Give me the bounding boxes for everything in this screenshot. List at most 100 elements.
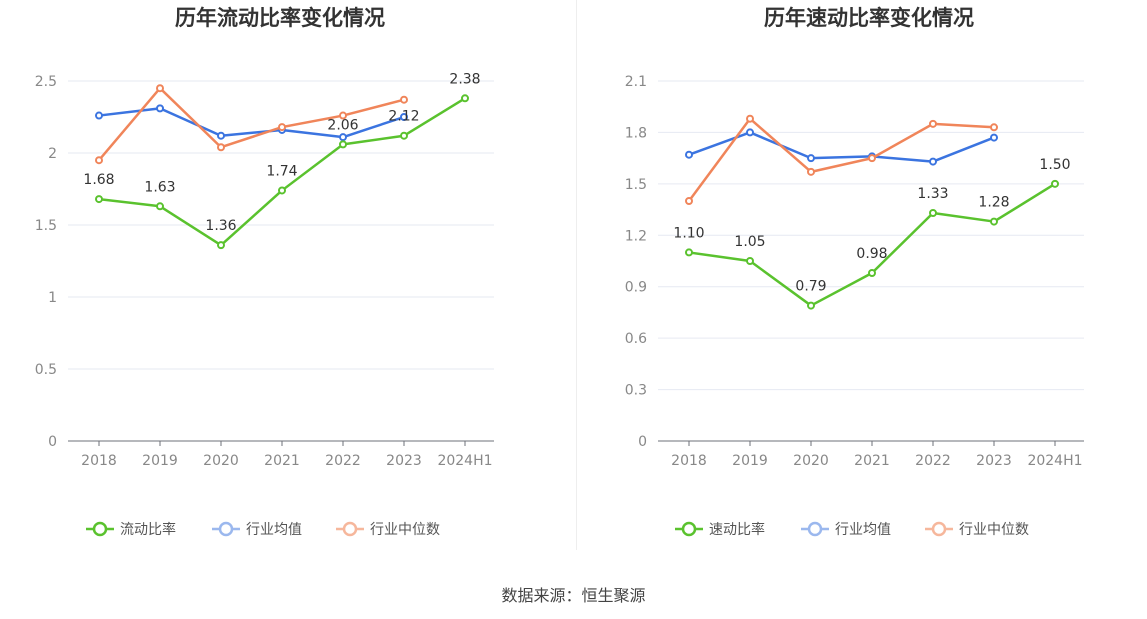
y-tick-label: 1.5 <box>625 177 647 193</box>
legend-label: 行业均值 <box>835 522 891 538</box>
legend-item[interactable]: 行业中位数 <box>925 521 1029 538</box>
data-point[interactable] <box>217 143 225 152</box>
data-point[interactable] <box>278 186 286 195</box>
data-point[interactable] <box>400 95 408 104</box>
data-point[interactable] <box>746 128 754 137</box>
y-tick-label: 1.5 <box>35 218 57 234</box>
data-label: 1.74 <box>266 163 297 179</box>
y-tick-label: 0.3 <box>625 383 647 399</box>
x-tick-label: 2022 <box>325 453 361 469</box>
data-point[interactable] <box>929 157 937 166</box>
x-tick-label: 2021 <box>854 453 890 469</box>
data-point[interactable] <box>990 133 998 142</box>
y-tick-label: 1.2 <box>625 228 647 244</box>
y-tick-label: 0.5 <box>35 362 57 378</box>
x-tick-label: 2019 <box>142 453 178 469</box>
data-label: 1.10 <box>673 225 704 241</box>
data-point[interactable] <box>95 111 103 120</box>
legend-item[interactable]: 流动比率 <box>86 521 176 538</box>
data-label: 1.28 <box>978 195 1009 211</box>
data-point[interactable] <box>746 257 754 265</box>
data-point[interactable] <box>868 154 876 163</box>
data-point[interactable] <box>746 114 754 123</box>
series-line-industry-average <box>98 107 405 139</box>
x-tick-label: 2019 <box>732 453 768 469</box>
y-tick-label: 2 <box>48 146 57 162</box>
quick-ratio-chart: 历年速动比率变化情况 0 0.3 0.6 0.9 1.2 1.5 1.8 2.1 2018 2019… <box>625 6 1084 538</box>
y-tick-label: 1 <box>48 290 57 306</box>
data-point[interactable] <box>868 269 876 277</box>
data-label: 1.33 <box>917 186 948 202</box>
data-point[interactable] <box>807 301 815 310</box>
data-label: 1.50 <box>1039 157 1070 173</box>
current-ratio-chart: 历年流动比率变化情况 0 0.5 1 1.5 2 2.5 2018 2019 2020 2021 20… <box>35 6 494 538</box>
legend-label: 行业中位数 <box>959 522 1029 538</box>
legend-item[interactable]: 行业均值 <box>801 521 891 538</box>
data-point[interactable] <box>461 94 469 103</box>
legend-marker <box>218 521 234 537</box>
x-tick-label: 2021 <box>264 453 300 469</box>
legend-label: 速动比率 <box>709 521 765 538</box>
y-tick-label: 0 <box>638 434 647 450</box>
series-line-industry-median <box>98 86 405 162</box>
x-tick-label: 2020 <box>793 453 829 469</box>
data-label: 1.05 <box>734 234 765 250</box>
data-point[interactable] <box>929 119 937 128</box>
chart-divider <box>576 0 577 550</box>
x-tick-label: 2024H1 <box>437 453 492 469</box>
legend-marker <box>931 521 947 537</box>
data-label: 2.06 <box>327 117 358 133</box>
legend-label: 行业中位数 <box>370 522 440 538</box>
series-line-industry-average <box>688 131 995 163</box>
data-point[interactable] <box>990 217 998 226</box>
data-point[interactable] <box>339 133 347 142</box>
x-tick-label: 2018 <box>671 453 707 469</box>
x-tick-label: 2024H1 <box>1027 453 1082 469</box>
legend-label: 行业均值 <box>246 522 302 538</box>
legend-marker <box>92 521 108 537</box>
data-point[interactable] <box>990 123 998 132</box>
legend-item[interactable]: 行业中位数 <box>336 521 440 538</box>
legend-item[interactable]: 行业均值 <box>212 521 302 538</box>
data-point[interactable] <box>685 248 693 257</box>
chart-title: 历年流动比率变化情况 <box>175 6 385 30</box>
x-tick-label: 2022 <box>915 453 951 469</box>
data-point[interactable] <box>217 131 225 140</box>
data-label: 2.38 <box>449 71 480 87</box>
x-tick-label: 2018 <box>81 453 117 469</box>
y-tick-label: 0 <box>48 434 57 450</box>
data-point[interactable] <box>400 131 408 140</box>
data-point[interactable] <box>685 150 693 159</box>
data-point[interactable] <box>278 123 286 132</box>
y-tick-label: 2.5 <box>35 74 57 90</box>
y-tick-label: 0.9 <box>625 280 647 296</box>
data-point[interactable] <box>929 209 937 217</box>
legend-label: 流动比率 <box>120 521 176 538</box>
series-line-industry-median <box>687 117 995 202</box>
data-point[interactable] <box>339 140 347 149</box>
data-point[interactable] <box>685 197 693 205</box>
data-point[interactable] <box>156 84 164 93</box>
data-point[interactable] <box>400 113 408 121</box>
legend-marker <box>807 521 823 537</box>
data-point[interactable] <box>156 202 164 211</box>
data-label: 0.79 <box>795 279 826 295</box>
data-source-note: 数据来源：恒生聚源 <box>501 586 646 605</box>
data-point[interactable] <box>95 195 103 204</box>
y-tick-label: 2.1 <box>625 74 647 90</box>
data-label: 0.98 <box>856 246 887 262</box>
x-tick-label: 2020 <box>203 453 239 469</box>
data-point[interactable] <box>217 241 225 250</box>
data-point[interactable] <box>1051 179 1059 188</box>
data-point[interactable] <box>807 154 815 163</box>
chart-title: 历年速动比率变化情况 <box>764 6 974 30</box>
data-label: 2.12 <box>388 109 419 125</box>
legend-item[interactable]: 速动比率 <box>675 521 765 538</box>
data-point[interactable] <box>156 104 164 113</box>
data-point[interactable] <box>339 111 347 120</box>
x-tick-label: 2023 <box>386 453 422 469</box>
data-label: 1.36 <box>205 218 236 234</box>
data-label: 1.63 <box>144 179 175 195</box>
data-point[interactable] <box>95 156 103 165</box>
data-point[interactable] <box>807 167 815 176</box>
